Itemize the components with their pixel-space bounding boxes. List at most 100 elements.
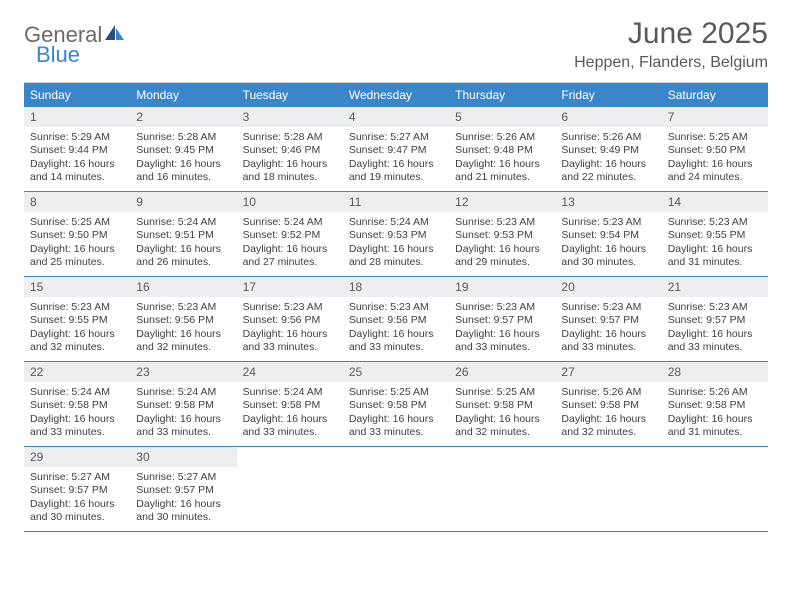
calendar-day-cell: 18Sunrise: 5:23 AMSunset: 9:56 PMDayligh…	[343, 277, 449, 361]
day-details: Sunrise: 5:24 AMSunset: 9:58 PMDaylight:…	[130, 382, 236, 445]
day-details: Sunrise: 5:26 AMSunset: 9:49 PMDaylight:…	[555, 127, 661, 190]
calendar-grid: SundayMondayTuesdayWednesdayThursdayFrid…	[24, 82, 768, 532]
logo-line2: Blue	[36, 42, 80, 68]
day-header-cell: Monday	[130, 83, 236, 107]
day-details: Sunrise: 5:23 AMSunset: 9:53 PMDaylight:…	[449, 212, 555, 275]
day-details: Sunrise: 5:23 AMSunset: 9:55 PMDaylight:…	[662, 212, 768, 275]
day-number: 14	[662, 192, 768, 212]
day-number: 24	[237, 362, 343, 382]
calendar-day-cell: 29Sunrise: 5:27 AMSunset: 9:57 PMDayligh…	[24, 447, 130, 531]
calendar-empty-cell	[449, 447, 555, 531]
day-details: Sunrise: 5:23 AMSunset: 9:56 PMDaylight:…	[237, 297, 343, 360]
day-details: Sunrise: 5:28 AMSunset: 9:45 PMDaylight:…	[130, 127, 236, 190]
day-details: Sunrise: 5:25 AMSunset: 9:50 PMDaylight:…	[24, 212, 130, 275]
calendar-week: 1Sunrise: 5:29 AMSunset: 9:44 PMDaylight…	[24, 107, 768, 192]
day-number: 18	[343, 277, 449, 297]
calendar-empty-cell	[555, 447, 661, 531]
day-header-cell: Friday	[555, 83, 661, 107]
day-number: 21	[662, 277, 768, 297]
calendar-week: 15Sunrise: 5:23 AMSunset: 9:55 PMDayligh…	[24, 277, 768, 362]
day-details: Sunrise: 5:26 AMSunset: 9:48 PMDaylight:…	[449, 127, 555, 190]
day-number: 5	[449, 107, 555, 127]
day-number: 7	[662, 107, 768, 127]
day-number: 22	[24, 362, 130, 382]
day-number: 26	[449, 362, 555, 382]
day-number: 25	[343, 362, 449, 382]
calendar-day-cell: 23Sunrise: 5:24 AMSunset: 9:58 PMDayligh…	[130, 362, 236, 446]
day-header-cell: Tuesday	[237, 83, 343, 107]
day-number: 27	[555, 362, 661, 382]
location-text: Heppen, Flanders, Belgium	[574, 54, 768, 72]
day-number: 28	[662, 362, 768, 382]
calendar-day-cell: 2Sunrise: 5:28 AMSunset: 9:45 PMDaylight…	[130, 107, 236, 191]
day-details: Sunrise: 5:25 AMSunset: 9:58 PMDaylight:…	[449, 382, 555, 445]
day-number: 19	[449, 277, 555, 297]
calendar-day-cell: 20Sunrise: 5:23 AMSunset: 9:57 PMDayligh…	[555, 277, 661, 361]
day-details: Sunrise: 5:26 AMSunset: 9:58 PMDaylight:…	[662, 382, 768, 445]
calendar-week: 8Sunrise: 5:25 AMSunset: 9:50 PMDaylight…	[24, 192, 768, 277]
calendar-day-cell: 17Sunrise: 5:23 AMSunset: 9:56 PMDayligh…	[237, 277, 343, 361]
day-number: 29	[24, 447, 130, 467]
calendar-day-cell: 12Sunrise: 5:23 AMSunset: 9:53 PMDayligh…	[449, 192, 555, 276]
month-title: June 2025	[574, 18, 768, 50]
day-number: 20	[555, 277, 661, 297]
day-header-cell: Sunday	[24, 83, 130, 107]
day-header-cell: Thursday	[449, 83, 555, 107]
day-details: Sunrise: 5:23 AMSunset: 9:56 PMDaylight:…	[130, 297, 236, 360]
day-number: 16	[130, 277, 236, 297]
day-number: 30	[130, 447, 236, 467]
day-details: Sunrise: 5:24 AMSunset: 9:58 PMDaylight:…	[24, 382, 130, 445]
calendar-day-cell: 5Sunrise: 5:26 AMSunset: 9:48 PMDaylight…	[449, 107, 555, 191]
day-details: Sunrise: 5:24 AMSunset: 9:53 PMDaylight:…	[343, 212, 449, 275]
calendar-day-cell: 6Sunrise: 5:26 AMSunset: 9:49 PMDaylight…	[555, 107, 661, 191]
day-number: 1	[24, 107, 130, 127]
calendar-day-cell: 3Sunrise: 5:28 AMSunset: 9:46 PMDaylight…	[237, 107, 343, 191]
calendar-day-cell: 26Sunrise: 5:25 AMSunset: 9:58 PMDayligh…	[449, 362, 555, 446]
calendar-empty-cell	[662, 447, 768, 531]
day-number: 13	[555, 192, 661, 212]
calendar-day-cell: 13Sunrise: 5:23 AMSunset: 9:54 PMDayligh…	[555, 192, 661, 276]
calendar-day-cell: 24Sunrise: 5:24 AMSunset: 9:58 PMDayligh…	[237, 362, 343, 446]
day-details: Sunrise: 5:28 AMSunset: 9:46 PMDaylight:…	[237, 127, 343, 190]
day-details: Sunrise: 5:25 AMSunset: 9:50 PMDaylight:…	[662, 127, 768, 190]
day-details: Sunrise: 5:23 AMSunset: 9:54 PMDaylight:…	[555, 212, 661, 275]
day-details: Sunrise: 5:23 AMSunset: 9:57 PMDaylight:…	[449, 297, 555, 360]
day-header-row: SundayMondayTuesdayWednesdayThursdayFrid…	[24, 83, 768, 107]
calendar-day-cell: 21Sunrise: 5:23 AMSunset: 9:57 PMDayligh…	[662, 277, 768, 361]
logo-sail-icon	[104, 23, 126, 43]
calendar-day-cell: 1Sunrise: 5:29 AMSunset: 9:44 PMDaylight…	[24, 107, 130, 191]
day-details: Sunrise: 5:23 AMSunset: 9:57 PMDaylight:…	[555, 297, 661, 360]
day-number: 10	[237, 192, 343, 212]
day-details: Sunrise: 5:29 AMSunset: 9:44 PMDaylight:…	[24, 127, 130, 190]
calendar-day-cell: 22Sunrise: 5:24 AMSunset: 9:58 PMDayligh…	[24, 362, 130, 446]
calendar-day-cell: 8Sunrise: 5:25 AMSunset: 9:50 PMDaylight…	[24, 192, 130, 276]
day-details: Sunrise: 5:27 AMSunset: 9:57 PMDaylight:…	[130, 467, 236, 530]
day-details: Sunrise: 5:24 AMSunset: 9:51 PMDaylight:…	[130, 212, 236, 275]
calendar-day-cell: 28Sunrise: 5:26 AMSunset: 9:58 PMDayligh…	[662, 362, 768, 446]
day-details: Sunrise: 5:24 AMSunset: 9:58 PMDaylight:…	[237, 382, 343, 445]
day-details: Sunrise: 5:23 AMSunset: 9:57 PMDaylight:…	[662, 297, 768, 360]
day-header-cell: Saturday	[662, 83, 768, 107]
day-number: 11	[343, 192, 449, 212]
day-details: Sunrise: 5:27 AMSunset: 9:57 PMDaylight:…	[24, 467, 130, 530]
day-number: 4	[343, 107, 449, 127]
calendar-day-cell: 14Sunrise: 5:23 AMSunset: 9:55 PMDayligh…	[662, 192, 768, 276]
calendar-day-cell: 15Sunrise: 5:23 AMSunset: 9:55 PMDayligh…	[24, 277, 130, 361]
day-number: 3	[237, 107, 343, 127]
calendar-empty-cell	[343, 447, 449, 531]
day-number: 12	[449, 192, 555, 212]
calendar-day-cell: 19Sunrise: 5:23 AMSunset: 9:57 PMDayligh…	[449, 277, 555, 361]
day-details: Sunrise: 5:23 AMSunset: 9:55 PMDaylight:…	[24, 297, 130, 360]
calendar-day-cell: 30Sunrise: 5:27 AMSunset: 9:57 PMDayligh…	[130, 447, 236, 531]
day-number: 23	[130, 362, 236, 382]
day-details: Sunrise: 5:24 AMSunset: 9:52 PMDaylight:…	[237, 212, 343, 275]
calendar-week: 29Sunrise: 5:27 AMSunset: 9:57 PMDayligh…	[24, 447, 768, 532]
calendar-day-cell: 9Sunrise: 5:24 AMSunset: 9:51 PMDaylight…	[130, 192, 236, 276]
day-details: Sunrise: 5:25 AMSunset: 9:58 PMDaylight:…	[343, 382, 449, 445]
day-number: 6	[555, 107, 661, 127]
day-number: 9	[130, 192, 236, 212]
calendar-day-cell: 27Sunrise: 5:26 AMSunset: 9:58 PMDayligh…	[555, 362, 661, 446]
day-details: Sunrise: 5:27 AMSunset: 9:47 PMDaylight:…	[343, 127, 449, 190]
calendar-day-cell: 7Sunrise: 5:25 AMSunset: 9:50 PMDaylight…	[662, 107, 768, 191]
calendar-week: 22Sunrise: 5:24 AMSunset: 9:58 PMDayligh…	[24, 362, 768, 447]
